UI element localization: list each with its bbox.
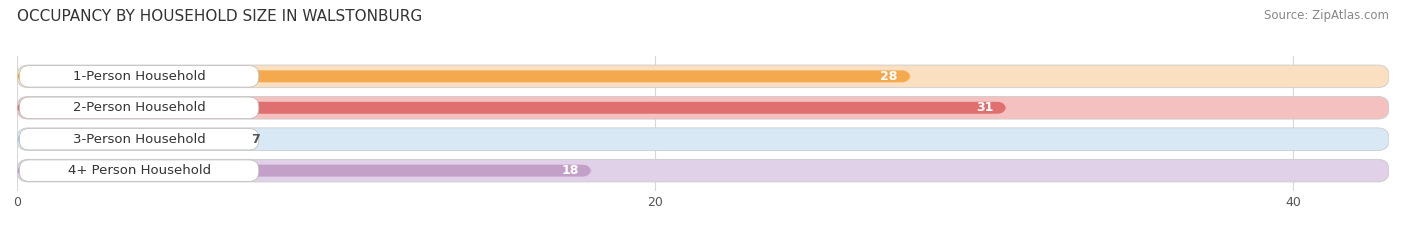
FancyBboxPatch shape bbox=[17, 128, 1389, 151]
Text: 28: 28 bbox=[880, 70, 897, 83]
Text: 1-Person Household: 1-Person Household bbox=[73, 70, 205, 83]
FancyBboxPatch shape bbox=[17, 165, 592, 177]
FancyBboxPatch shape bbox=[17, 70, 911, 82]
FancyBboxPatch shape bbox=[20, 160, 259, 181]
Text: 7: 7 bbox=[252, 133, 260, 146]
Text: 18: 18 bbox=[561, 164, 578, 177]
FancyBboxPatch shape bbox=[17, 133, 240, 145]
FancyBboxPatch shape bbox=[17, 102, 1007, 114]
FancyBboxPatch shape bbox=[17, 65, 1389, 88]
Text: 31: 31 bbox=[976, 101, 994, 114]
Text: 4+ Person Household: 4+ Person Household bbox=[67, 164, 211, 177]
FancyBboxPatch shape bbox=[17, 96, 1389, 119]
Text: 3-Person Household: 3-Person Household bbox=[73, 133, 205, 146]
Text: OCCUPANCY BY HOUSEHOLD SIZE IN WALSTONBURG: OCCUPANCY BY HOUSEHOLD SIZE IN WALSTONBU… bbox=[17, 9, 422, 24]
Text: Source: ZipAtlas.com: Source: ZipAtlas.com bbox=[1264, 9, 1389, 22]
Text: 2-Person Household: 2-Person Household bbox=[73, 101, 205, 114]
FancyBboxPatch shape bbox=[17, 159, 1389, 182]
FancyBboxPatch shape bbox=[20, 66, 259, 87]
FancyBboxPatch shape bbox=[20, 97, 259, 118]
FancyBboxPatch shape bbox=[20, 129, 259, 150]
